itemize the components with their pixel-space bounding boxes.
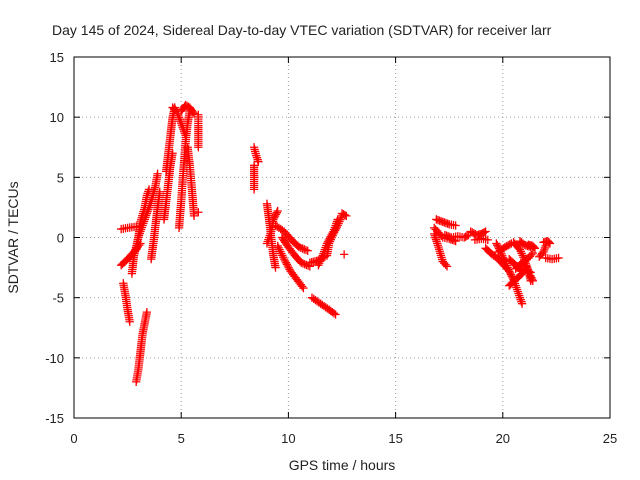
data-point <box>329 309 339 318</box>
x-tick-label: 20 <box>496 431 510 446</box>
data-trace <box>132 307 152 387</box>
data-point <box>249 185 259 194</box>
data-point <box>451 221 460 230</box>
data-point <box>144 185 154 194</box>
data-point <box>524 267 534 276</box>
data-point <box>168 149 177 158</box>
data-point <box>331 310 340 319</box>
y-tick-label: -15 <box>45 411 64 426</box>
data-trace <box>440 230 473 242</box>
data-point <box>528 276 537 285</box>
data-trace <box>470 234 492 245</box>
data-point <box>271 263 280 272</box>
y-tick-label: 10 <box>50 110 64 125</box>
data-trace <box>520 264 535 277</box>
data-point <box>544 238 554 247</box>
data-trace <box>307 293 340 319</box>
data-trace <box>183 143 199 220</box>
data-point <box>527 273 536 282</box>
y-axis-label: SDTVAR / TECUs <box>5 181 21 293</box>
data-point <box>339 250 349 259</box>
data-trace <box>273 241 308 293</box>
data-point <box>483 235 492 245</box>
x-tick-label: 5 <box>178 431 185 446</box>
data-trace <box>147 187 164 264</box>
data-trace <box>194 208 203 217</box>
data-point <box>554 253 563 263</box>
data-point <box>480 228 489 237</box>
data-trace <box>194 110 203 152</box>
data-point <box>155 187 164 196</box>
data-point <box>526 271 535 281</box>
x-tick-label: 0 <box>70 431 77 446</box>
data-point <box>545 239 555 248</box>
data-trace <box>159 149 177 224</box>
data-point <box>194 208 203 217</box>
data-point <box>442 262 452 271</box>
data-point <box>530 244 540 253</box>
y-tick-label: -5 <box>52 291 64 306</box>
data-point <box>254 157 263 166</box>
data-point <box>340 210 350 220</box>
data-point <box>299 283 308 293</box>
data-point <box>529 242 539 252</box>
y-tick-label: 15 <box>50 50 64 65</box>
x-tick-label: 25 <box>603 431 617 446</box>
data-trace <box>539 236 555 248</box>
data-point <box>303 246 312 255</box>
data-trace <box>526 271 537 285</box>
data-point <box>188 107 198 117</box>
data-point <box>342 211 351 220</box>
data-point <box>517 299 527 308</box>
data-trace <box>127 185 154 278</box>
data-point <box>153 169 162 178</box>
data-point <box>142 307 152 317</box>
data-point <box>527 275 537 284</box>
data-trace <box>262 206 282 248</box>
chart-title: Day 145 of 2024, Sidereal Day-to-day VTE… <box>52 22 552 38</box>
y-tick-label: -10 <box>45 351 64 366</box>
data-trace <box>322 211 347 260</box>
data-point <box>527 250 536 259</box>
data-trace <box>339 250 349 259</box>
data-trace <box>249 143 263 166</box>
x-tick-label: 15 <box>388 431 402 446</box>
data-trace <box>337 209 351 220</box>
data-trace <box>535 241 550 261</box>
data-point <box>481 227 490 236</box>
data-trace <box>505 255 527 276</box>
x-tick-label: 10 <box>281 431 295 446</box>
data-point <box>541 241 550 251</box>
data-trace <box>249 161 259 194</box>
data-point <box>462 231 472 241</box>
data-point <box>273 206 282 216</box>
y-tick-label: 5 <box>57 170 64 185</box>
data-trace <box>177 100 199 118</box>
data-point <box>441 260 450 269</box>
data-trace <box>271 221 312 255</box>
data-trace <box>117 239 145 270</box>
data-point <box>528 248 537 258</box>
data-trace <box>174 107 194 233</box>
grid <box>74 57 610 418</box>
data-trace <box>541 253 563 264</box>
data-trace <box>119 279 134 326</box>
data-point <box>189 109 199 118</box>
data-point <box>194 143 203 152</box>
data-trace <box>277 233 314 271</box>
data-trace <box>117 222 141 234</box>
data-points <box>117 100 563 387</box>
data-trace <box>432 215 460 230</box>
y-tick-label: 0 <box>57 231 64 246</box>
data-point <box>125 317 134 326</box>
axis-ticks: 0 5 10 15 20 25 -15 -10 -5 0 5 10 15 <box>45 50 617 446</box>
data-trace <box>524 240 540 253</box>
data-point <box>189 211 199 220</box>
x-axis-label: GPS time / hours <box>289 457 396 473</box>
